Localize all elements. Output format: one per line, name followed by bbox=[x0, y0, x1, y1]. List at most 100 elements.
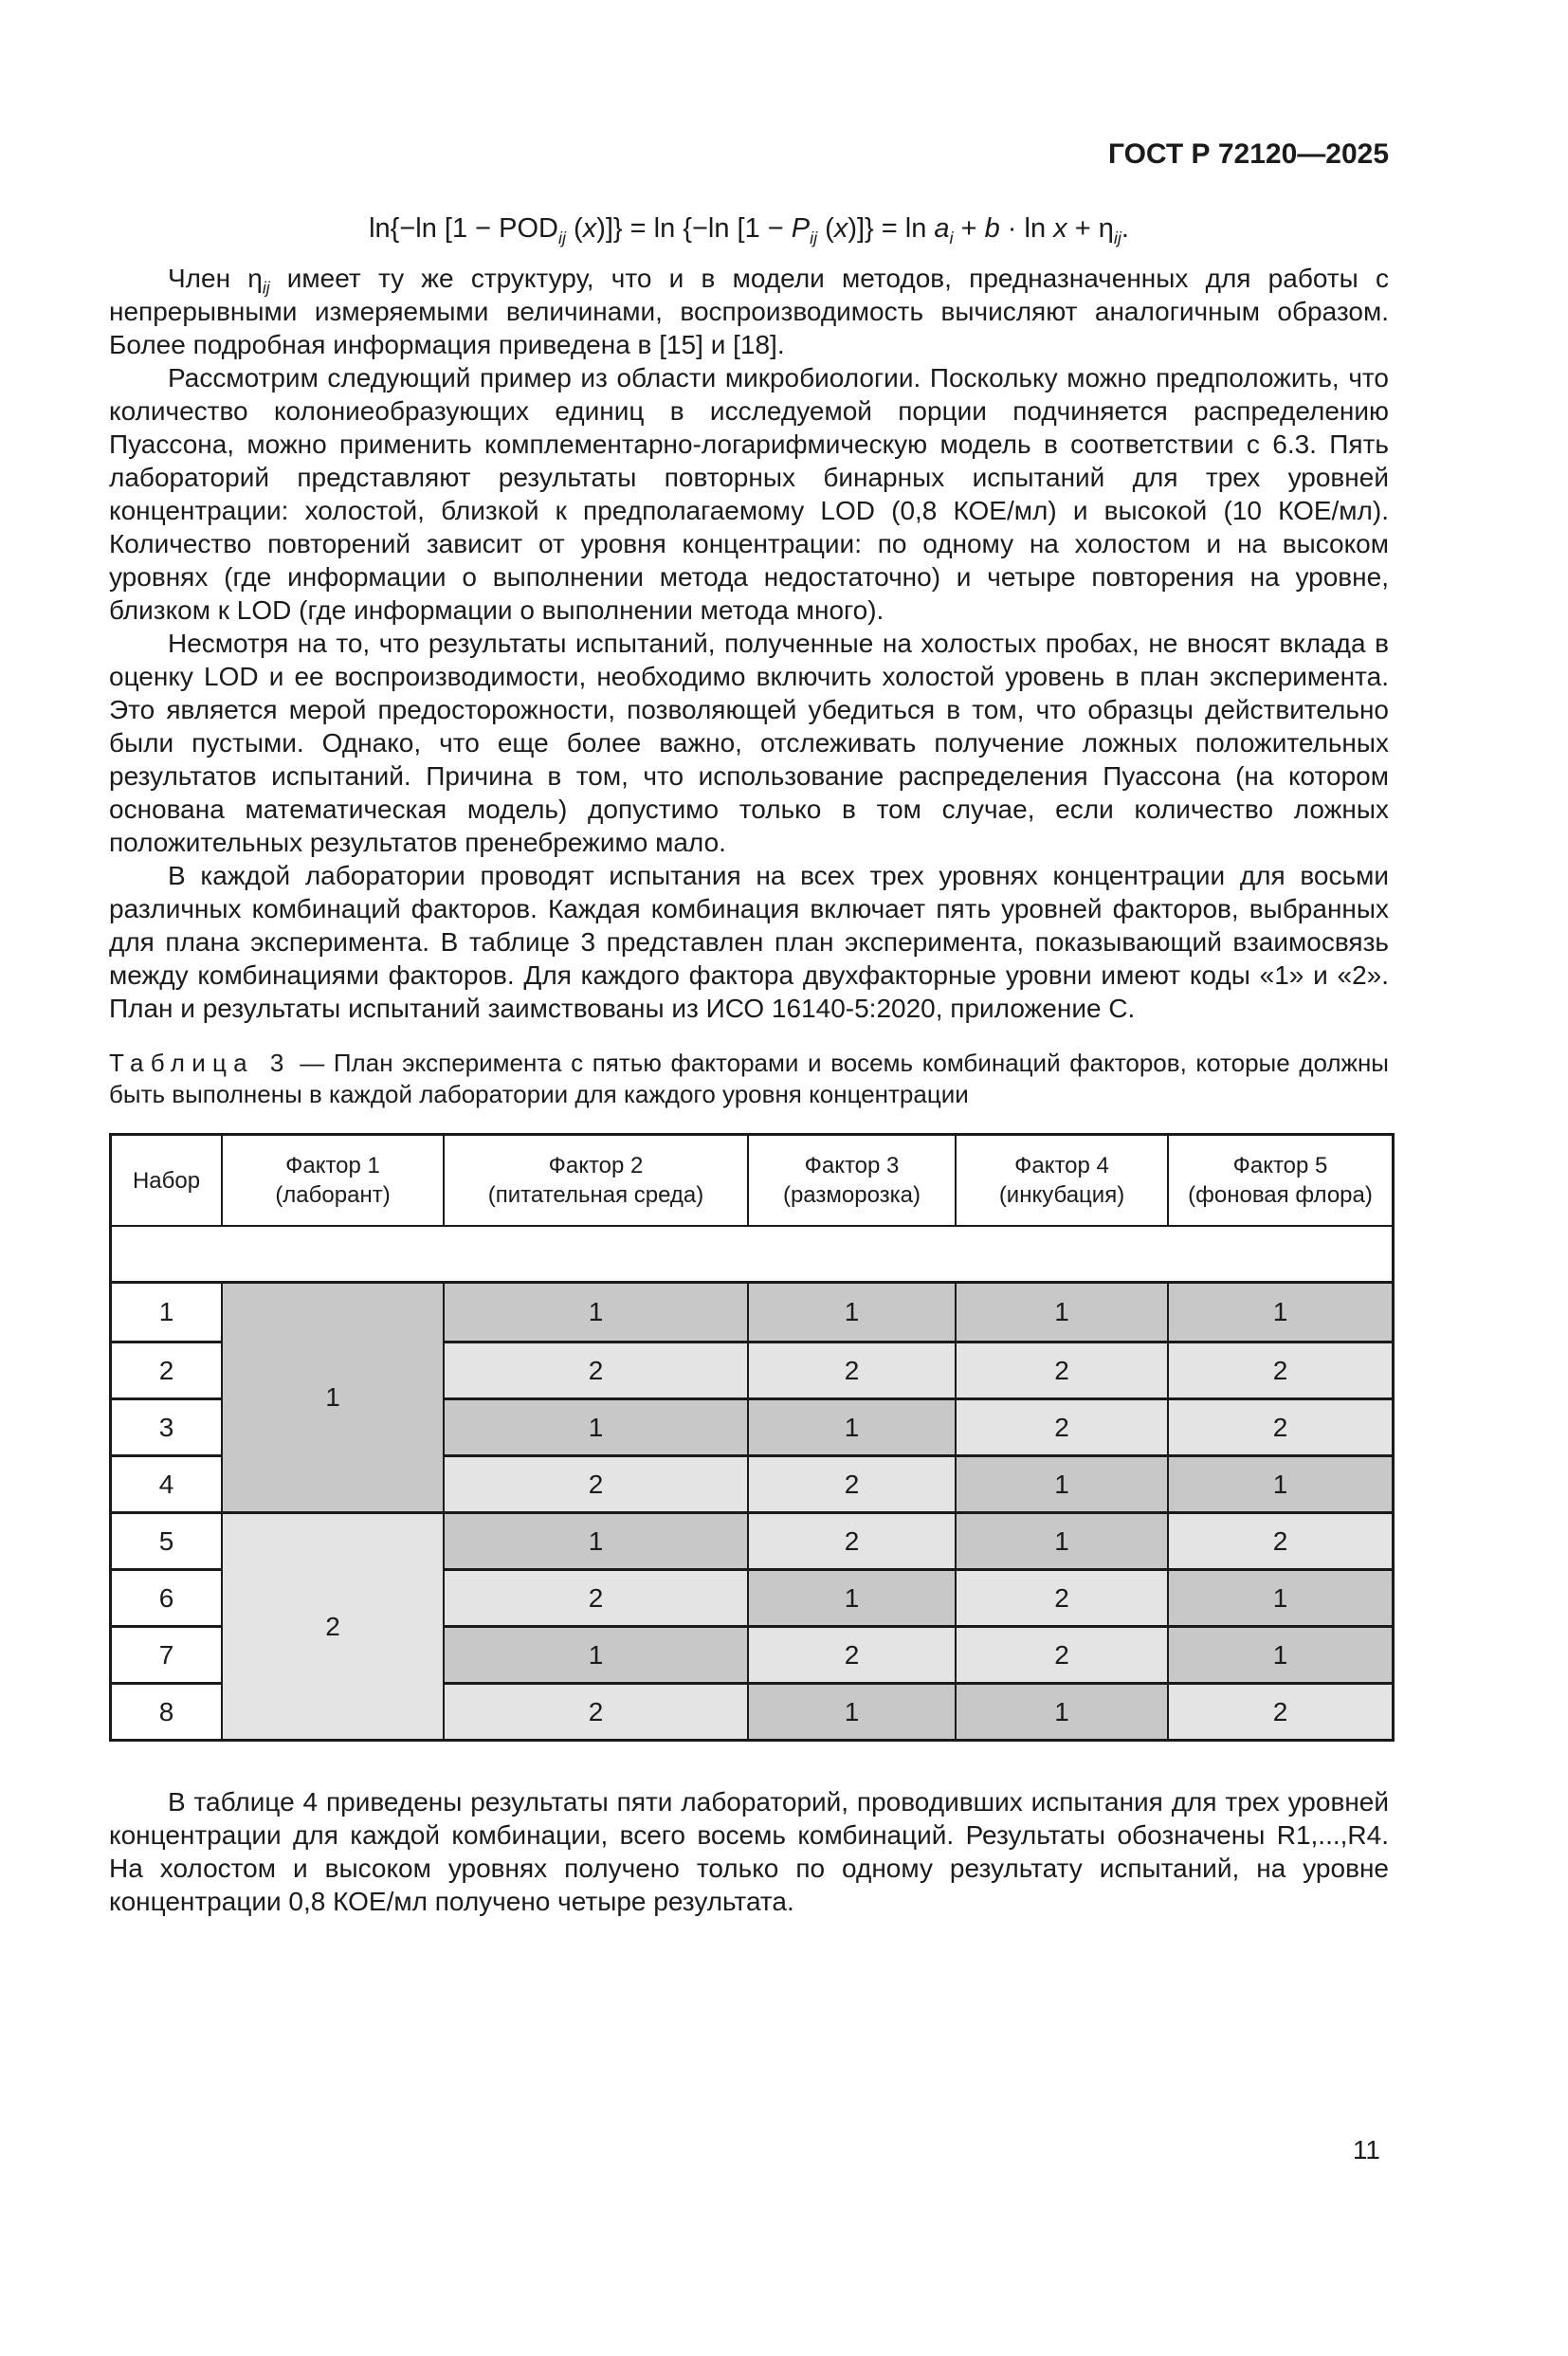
paragraph-4: В каждой лаборатории проводят испытания … bbox=[109, 861, 1389, 1023]
formula-segment: ( bbox=[565, 213, 583, 244]
factor-cell: 2 bbox=[749, 1625, 957, 1682]
formula-segment: )]} = ln bbox=[848, 213, 935, 244]
column-header-label: Фактор 4 bbox=[1014, 1153, 1109, 1178]
table-row: 1 1 1 1 1 1 bbox=[112, 1284, 1392, 1511]
table-row: 8 2 1 1 2 bbox=[112, 1682, 1392, 1739]
column-header-sublabel: (лаборант) bbox=[275, 1182, 391, 1208]
column-header-sublabel: (инкубация) bbox=[998, 1182, 1125, 1208]
set-number-cell: 6 bbox=[112, 1568, 223, 1625]
table-row: 5 2 1 2 1 2 bbox=[112, 1511, 1392, 1739]
factor-cell: 2 bbox=[1169, 1682, 1392, 1739]
formula-subscript: i bbox=[949, 228, 954, 247]
factor-cell: 2 bbox=[749, 1454, 957, 1511]
table-row: 3 1 1 2 2 bbox=[112, 1397, 1392, 1454]
factor-cell: 2 bbox=[749, 1341, 957, 1397]
paragraph-5: В таблице 4 приведены результаты пяти ла… bbox=[109, 1787, 1389, 1916]
paragraph-3: Несмотря на то, что результаты испытаний… bbox=[109, 629, 1389, 857]
formula-subscript: ij bbox=[810, 228, 818, 247]
formula-segment: . bbox=[1121, 213, 1129, 244]
factor-cell: 1 bbox=[1169, 1454, 1392, 1511]
column-header-label: Набор bbox=[132, 1167, 201, 1194]
page-number: 11 bbox=[1352, 2135, 1380, 2164]
column-header-label: Фактор 5 bbox=[1232, 1153, 1328, 1178]
header-row: Набор Фактор 1 (лаборант) Фактор 2 (питате… bbox=[112, 1136, 1392, 1227]
factor-cell: 1 bbox=[749, 1682, 957, 1739]
column-header-factor2: Фактор 2 (питательная среда) bbox=[445, 1136, 749, 1227]
formula-segment: x bbox=[582, 213, 597, 244]
factor-cell: 1 bbox=[749, 1284, 957, 1341]
factor-cell: 1 bbox=[749, 1397, 957, 1454]
column-header-sublabel: (фоновая флора) bbox=[1188, 1182, 1373, 1208]
factor-cell: 1 bbox=[445, 1284, 749, 1341]
table-row: 4 2 2 1 1 bbox=[112, 1454, 1392, 1511]
factor-cell: 2 bbox=[1169, 1397, 1392, 1454]
formula-subscript: ij bbox=[558, 228, 566, 247]
formula-segment: ln{−ln [1 − POD bbox=[369, 213, 558, 244]
column-header-set: Набор bbox=[112, 1136, 223, 1227]
formula-segment: b bbox=[984, 213, 1000, 244]
column-header-sublabel: (питательная среда) bbox=[487, 1182, 704, 1208]
factor-cell: 2 bbox=[957, 1568, 1169, 1625]
paragraph-1: Член ηij имеет ту же структуру, что и в … bbox=[109, 262, 1389, 361]
column-header-label: Фактор 2 bbox=[548, 1153, 644, 1178]
factor-cell: 2 bbox=[445, 1682, 749, 1739]
set-number-cell: 5 bbox=[112, 1511, 223, 1568]
table-row: 6 2 1 2 1 bbox=[112, 1568, 1392, 1625]
design-table: Набор Фактор 1 (лаборант) Фактор 2 (питате… bbox=[109, 1133, 1395, 1742]
formula-segment: )]} = ln {−ln [1 − bbox=[596, 213, 792, 244]
page-content: ГОСТ Р 72120—2025 ln{−ln [1 − PODij (x)]… bbox=[0, 138, 1568, 1918]
set-number-cell: 4 bbox=[112, 1454, 223, 1511]
factor-cell: 1 bbox=[957, 1454, 1169, 1511]
set-number-cell: 7 bbox=[112, 1625, 223, 1682]
set-number-cell: 2 bbox=[112, 1341, 223, 1397]
formula-segment: x bbox=[1053, 213, 1067, 244]
formula-segment: P bbox=[791, 213, 811, 244]
column-header-label: Фактор 3 bbox=[804, 1153, 900, 1178]
factor1-group-cell: 1 bbox=[223, 1284, 445, 1511]
factor-cell: 1 bbox=[1169, 1284, 1392, 1341]
formula-subscript: ij bbox=[1113, 228, 1121, 247]
factor-cell: 1 bbox=[749, 1568, 957, 1625]
column-header-label: Фактор 1 bbox=[285, 1153, 380, 1178]
factor-cell: 2 bbox=[1169, 1341, 1392, 1397]
table-caption: Таблица 3 — План эксперимента с пятью фа… bbox=[109, 1048, 1389, 1110]
formula-segment: + η bbox=[1067, 213, 1114, 244]
eta-subscript: ij bbox=[262, 278, 270, 298]
factor-cell: 1 bbox=[957, 1682, 1169, 1739]
factor-cell: 1 bbox=[1169, 1568, 1392, 1625]
table-row: 7 1 2 2 1 bbox=[112, 1625, 1392, 1682]
factor-cell: 2 bbox=[749, 1511, 957, 1568]
formula-segment: a bbox=[934, 213, 950, 244]
paragraph-2: Рассмотрим следующий пример из области м… bbox=[109, 363, 1389, 625]
factor-cell: 2 bbox=[445, 1341, 749, 1397]
formula-segment: + bbox=[953, 213, 985, 244]
table-caption-text: — План эксперимента с пятью факторами и … bbox=[109, 1049, 1389, 1108]
factor-cell: 2 bbox=[1169, 1511, 1392, 1568]
column-header-factor5: Фактор 5 (фоновая флора) bbox=[1169, 1136, 1392, 1227]
formula: ln{−ln [1 − PODij (x)]} = ln {−ln [1 − P… bbox=[109, 212, 1389, 247]
formula-segment: ( bbox=[817, 213, 834, 244]
set-number-cell: 3 bbox=[112, 1397, 223, 1454]
factor-cell: 1 bbox=[445, 1625, 749, 1682]
column-header-sublabel: (разморозка) bbox=[782, 1182, 921, 1208]
factor-cell: 1 bbox=[445, 1397, 749, 1454]
paragraph-1-text: имеет ту же структуру, что и в модели ме… bbox=[109, 264, 1389, 359]
table-caption-label: Таблица 3 bbox=[109, 1049, 291, 1077]
factor-cell: 2 bbox=[445, 1568, 749, 1625]
factor-cell: 1 bbox=[957, 1511, 1169, 1568]
header-separator bbox=[112, 1227, 1392, 1284]
factor-cell: 1 bbox=[445, 1511, 749, 1568]
factor-cell: 1 bbox=[1169, 1625, 1392, 1682]
set-number-cell: 8 bbox=[112, 1682, 223, 1739]
set-number-cell: 1 bbox=[112, 1284, 223, 1341]
factor-cell: 2 bbox=[957, 1341, 1169, 1397]
column-header-factor4: Фактор 4 (инкубация) bbox=[957, 1136, 1169, 1227]
table-row: 2 2 2 2 2 bbox=[112, 1341, 1392, 1397]
factor-cell: 2 bbox=[445, 1454, 749, 1511]
factor-cell: 2 bbox=[957, 1397, 1169, 1454]
document-code: ГОСТ Р 72120—2025 bbox=[1107, 138, 1389, 170]
column-header-factor1: Фактор 1 (лаборант) bbox=[223, 1136, 445, 1227]
factor-cell: 2 bbox=[957, 1625, 1169, 1682]
formula-segment: x bbox=[833, 213, 848, 244]
factor1-group-cell: 2 bbox=[223, 1511, 445, 1739]
